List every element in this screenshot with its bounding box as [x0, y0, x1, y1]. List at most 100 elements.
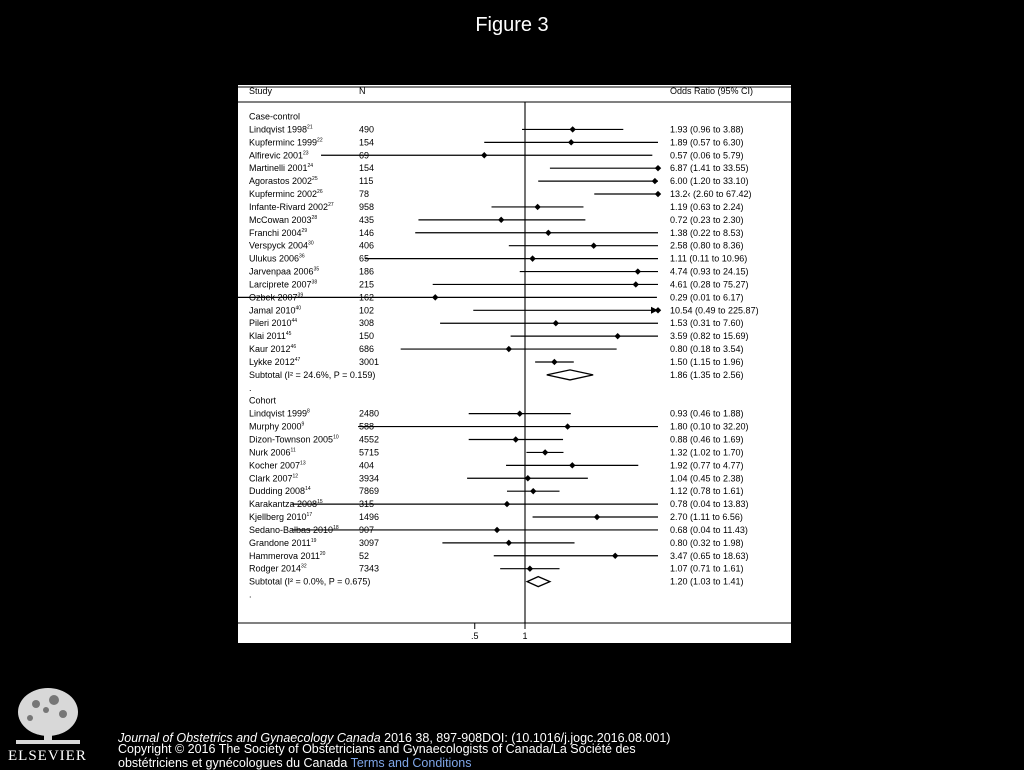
- study-or-ci: 10.54 (0.49 to 225.87): [670, 305, 759, 315]
- study-n: 7869: [359, 486, 379, 496]
- figure-title: Figure 3: [475, 14, 549, 36]
- study-ref: 35: [314, 267, 320, 273]
- point-estimate: [503, 500, 511, 508]
- point-estimate: [526, 565, 534, 572]
- study-or-ci: 1.04 (0.45 to 2.38): [670, 473, 744, 483]
- study-n: 215: [359, 279, 374, 289]
- study-or-ci: 1.80 (0.10 to 32.20): [670, 422, 749, 432]
- citation-details: 2016 38, 897-908DOI: (10.1016/j.jogc.201…: [380, 731, 671, 745]
- study-n: 404: [359, 460, 374, 470]
- study-or-ci: 1.53 (0.31 to 7.60): [670, 318, 744, 328]
- study-or-ci: 6.87 (1.41 to 33.55): [670, 163, 749, 173]
- study-ref: 21: [307, 124, 313, 130]
- study-label: Kupferminc 199922: [249, 137, 323, 147]
- point-estimate: [530, 487, 537, 495]
- study-or-ci: 0.68 (0.04 to 11.43): [670, 525, 748, 535]
- study-or-ci: 0.93 (0.46 to 1.88): [670, 409, 744, 419]
- study-or-ci: 0.29 (0.01 to 6.17): [670, 292, 744, 302]
- study-n: 5715: [359, 447, 379, 457]
- study-or-ci: 0.80 (0.32 to 1.98): [670, 538, 744, 548]
- study-or-ci: 13.2‹ (2.60 to 67.42): [670, 189, 752, 199]
- study-label: Ulukus 200636: [249, 254, 305, 264]
- study-n: 490: [359, 124, 374, 134]
- group-label: Cohort: [249, 396, 277, 406]
- study-ref: 45: [286, 331, 292, 337]
- journal-name: Journal of Obstetrics and Gynaecology Ca…: [118, 731, 381, 745]
- study-label: Klai 201145: [249, 331, 292, 341]
- subtotal-label: Subtotal (I² = 0.0%, P = 0.675): [249, 577, 370, 587]
- header-n: N: [359, 86, 366, 96]
- point-estimate: [432, 294, 439, 301]
- terms-link[interactable]: Terms and Conditions: [350, 756, 472, 770]
- study-n: 3097: [359, 538, 379, 548]
- study-label: Verspyck 200430: [249, 241, 314, 251]
- study-label: Lindqvist 19998: [249, 409, 310, 419]
- study-label: Lykke 201247: [249, 357, 300, 367]
- study-label: Dudding 200814: [249, 486, 311, 496]
- study-label: Kjellberg 201017: [249, 512, 312, 522]
- study-n: 3001: [359, 357, 379, 367]
- study-label: Pileri 201044: [249, 318, 297, 328]
- study-n: 150: [359, 331, 374, 341]
- study-label: Lindqvist 199821: [249, 124, 313, 134]
- study-label: Hammerova 201120: [249, 551, 326, 561]
- study-ref: 10: [333, 435, 339, 441]
- study-ref: 17: [307, 512, 313, 518]
- study-or-ci: 1.12 (0.78 to 1.61): [670, 486, 744, 496]
- study-label: Grandone 201119: [249, 538, 317, 548]
- study-label: Jamal 201040: [249, 305, 301, 315]
- point-estimate: [569, 126, 576, 133]
- study-label: Franchi 200429: [249, 228, 307, 238]
- x-tick-label: 1: [522, 631, 527, 641]
- study-ref: 32: [301, 564, 307, 570]
- group-label: Case-control: [249, 112, 300, 122]
- study-n: 115: [359, 176, 373, 186]
- point-estimate: [654, 307, 662, 314]
- study-ref: 47: [295, 357, 301, 363]
- study-or-ci: 4.61 (0.28 to 75.27): [670, 279, 749, 289]
- point-estimate: [505, 539, 513, 547]
- study-ref: 13: [300, 460, 306, 466]
- study-label: Kaur 201246: [249, 344, 296, 354]
- point-estimate: [654, 190, 662, 198]
- study-or-ci: 0.57 (0.06 to 5.79): [670, 150, 744, 160]
- subtotal-diamond: [525, 575, 552, 588]
- point-estimate: [590, 242, 597, 249]
- study-or-ci: 4.74 (0.93 to 24.15): [670, 267, 749, 277]
- subtotal-diamond: [546, 369, 594, 381]
- study-ref: 9: [302, 422, 305, 428]
- study-or-ci: 1.38 (0.22 to 8.53): [670, 228, 744, 238]
- study-n: 3934: [359, 473, 379, 483]
- subtotal-label: Subtotal (I² = 24.6%, P = 0.159): [249, 370, 375, 380]
- study-label: Murphy 20009: [249, 422, 305, 432]
- study-ref: 28: [312, 215, 318, 221]
- study-or-ci: 0.80 (0.18 to 3.54): [670, 344, 744, 354]
- study-label: Clark 200712: [249, 473, 298, 483]
- subtotal-or-ci: 1.20 (1.03 to 1.41): [670, 577, 744, 587]
- study-n: 958: [359, 202, 374, 212]
- study-ref: 23: [303, 150, 309, 156]
- study-or-ci: 1.32 (1.02 to 1.70): [670, 447, 744, 457]
- study-ref: 39: [298, 292, 304, 298]
- study-ref: 26: [317, 189, 323, 195]
- forest-plot: Study N Odds Ratio (95% CI) Case-control Lin…: [238, 86, 791, 641]
- publisher-logo-text: ELSEVIER: [8, 748, 87, 764]
- study-or-ci: 0.78 (0.04 to 13.83): [670, 499, 749, 509]
- study-ref: 18: [333, 525, 339, 531]
- study-ref: 15: [317, 499, 323, 505]
- study-or-ci: 2.70 (1.11 to 6.56): [670, 512, 743, 522]
- study-or-ci: 1.19 (0.63 to 2.24): [670, 202, 744, 212]
- point-estimate: [551, 358, 558, 366]
- point-estimate: [614, 332, 621, 340]
- point-estimate: [529, 255, 536, 262]
- point-estimate: [569, 462, 576, 469]
- study-n: 154: [359, 163, 374, 173]
- study-label: Infante-Rivard 200227: [249, 202, 334, 212]
- study-label: Dizon-Townson 200510: [249, 435, 339, 445]
- study-n: 435: [359, 215, 374, 225]
- point-estimate: [634, 268, 642, 275]
- header-or-ci: Odds Ratio (95% CI): [670, 86, 753, 96]
- subtotal-or-ci: 1.86 (1.35 to 2.56): [670, 370, 744, 380]
- study-n: 154: [359, 137, 374, 147]
- study-ref: 46: [291, 344, 297, 350]
